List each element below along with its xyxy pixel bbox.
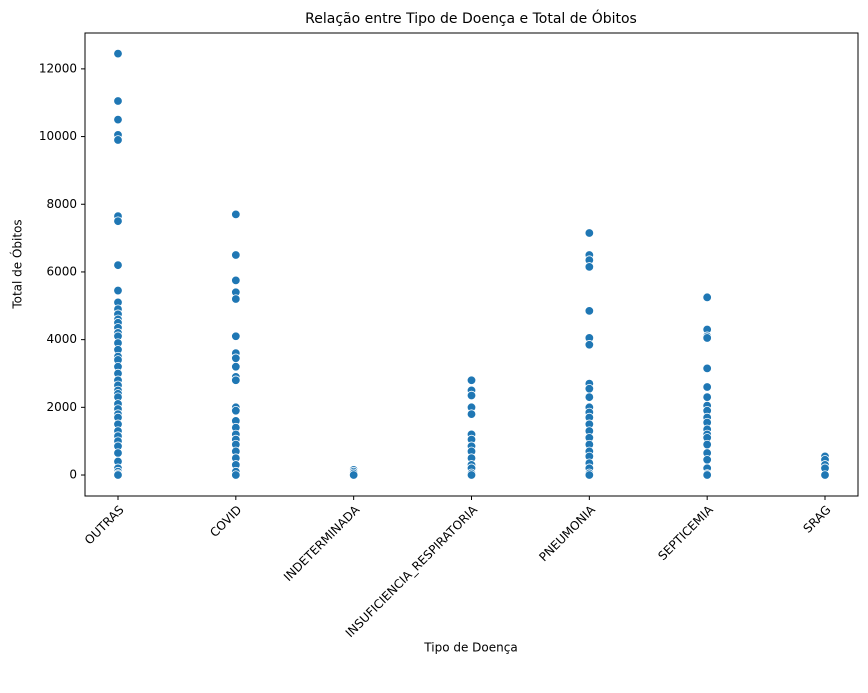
y-axis-label: Total de Óbitos bbox=[10, 219, 25, 309]
point bbox=[113, 114, 123, 125]
point bbox=[231, 331, 241, 341]
point bbox=[584, 392, 595, 402]
point bbox=[113, 470, 123, 480]
point bbox=[348, 470, 359, 480]
point bbox=[702, 455, 712, 465]
point bbox=[702, 333, 712, 343]
y-tick-label: 12000 bbox=[39, 61, 77, 75]
point bbox=[466, 390, 477, 401]
point bbox=[584, 228, 595, 238]
x-tick-label: INSUFICIENCIA_RESPIRATORIA bbox=[343, 502, 481, 640]
point bbox=[113, 48, 123, 59]
point bbox=[702, 363, 712, 374]
point bbox=[113, 260, 123, 270]
point bbox=[231, 250, 241, 260]
point bbox=[466, 409, 477, 419]
point bbox=[231, 362, 241, 372]
x-axis-label: Tipo de Doença bbox=[423, 641, 517, 655]
y-tick-label: 10000 bbox=[39, 129, 77, 143]
y-tick-label: 0 bbox=[69, 468, 77, 482]
point bbox=[702, 470, 712, 480]
y-tick-label: 6000 bbox=[46, 264, 77, 278]
point bbox=[231, 406, 241, 416]
point bbox=[702, 382, 712, 392]
point bbox=[231, 209, 241, 220]
chart-title: Relação entre Tipo de Doença e Total de … bbox=[305, 9, 637, 27]
x-tick-label: OUTRAS bbox=[82, 503, 127, 548]
x-tick-label: PNEUMONIA bbox=[536, 502, 598, 564]
point bbox=[231, 294, 241, 304]
y-tick-label: 4000 bbox=[46, 332, 77, 346]
point bbox=[231, 375, 241, 385]
point bbox=[113, 285, 123, 296]
point bbox=[702, 439, 712, 450]
point bbox=[113, 96, 123, 106]
point bbox=[466, 470, 477, 480]
point bbox=[231, 353, 241, 363]
y-tick-label: 8000 bbox=[46, 197, 77, 211]
point bbox=[702, 292, 712, 303]
point bbox=[466, 375, 477, 385]
point bbox=[113, 216, 123, 226]
point bbox=[702, 392, 712, 402]
point bbox=[584, 306, 595, 316]
point bbox=[231, 275, 241, 286]
point bbox=[113, 135, 123, 145]
x-tick-label: SEPTICEMIA bbox=[655, 502, 716, 563]
x-tick-label: INDETERMINADA bbox=[281, 502, 363, 584]
point bbox=[584, 340, 595, 350]
point bbox=[231, 470, 241, 480]
plot-frame bbox=[84, 32, 859, 497]
y-tick-label: 2000 bbox=[46, 400, 77, 414]
point bbox=[584, 384, 595, 394]
point bbox=[113, 448, 123, 458]
point bbox=[584, 470, 595, 480]
x-tick-label: COVID bbox=[207, 503, 244, 540]
point bbox=[584, 262, 595, 272]
point bbox=[820, 470, 830, 480]
x-tick-label: SRAG bbox=[801, 503, 834, 536]
